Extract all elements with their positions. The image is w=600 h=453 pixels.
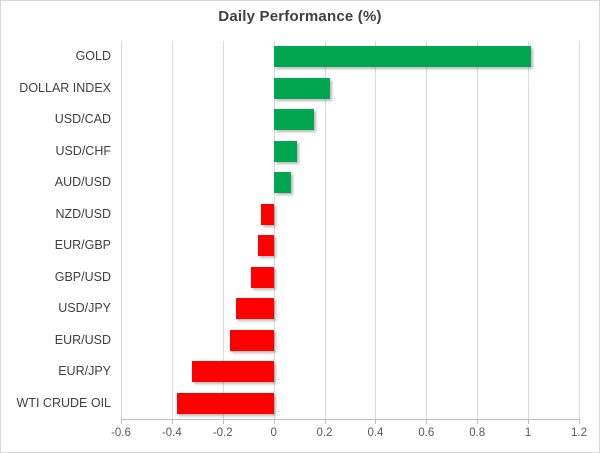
gridline	[426, 41, 428, 419]
category-label: AUD/USD	[54, 175, 111, 189]
bar-gbp-usd	[250, 266, 274, 288]
bar-usd-jpy	[235, 298, 274, 320]
category-label: GOLD	[75, 49, 111, 63]
x-tick-label: 1.2	[571, 427, 587, 439]
x-tick-label: 0.6	[418, 427, 435, 439]
bar-usd-cad	[273, 109, 315, 131]
x-tick-label: -0.6	[111, 427, 131, 439]
gridline	[324, 41, 326, 419]
chart-title: Daily Performance (%)	[218, 8, 382, 25]
x-tick-label: 1	[524, 427, 532, 439]
gridline	[273, 41, 275, 419]
bar-eur-gbp	[258, 235, 274, 257]
x-axis-tick-mark	[324, 419, 326, 424]
bar-eur-jpy	[192, 361, 274, 383]
category-label: EUR/GBP	[54, 238, 111, 252]
gridline	[375, 41, 377, 419]
bar-eur-usd	[230, 329, 274, 351]
x-axis-tick-mark	[579, 419, 580, 424]
gridline	[222, 41, 224, 419]
gridline	[171, 41, 173, 419]
bar-wti-crude-oil	[176, 392, 274, 414]
x-axis-tick-mark	[273, 419, 275, 424]
category-label: EUR/USD	[54, 332, 111, 347]
x-tick-label: -0.2	[212, 427, 233, 439]
x-axis-tick-mark	[477, 419, 479, 424]
category-label: USD/CAD	[54, 112, 111, 126]
x-axis-tick-mark	[121, 419, 122, 424]
category-label: WTI CRUDE OIL	[16, 395, 111, 410]
category-label: USD/JPY	[58, 301, 111, 315]
x-axis-tick-mark	[426, 419, 428, 424]
bar-dollar-index	[273, 77, 330, 99]
x-axis-tick-mark	[528, 419, 530, 424]
category-label: NZD/USD	[55, 206, 111, 221]
category-label: DOLLAR INDEX	[19, 80, 111, 95]
gridline	[579, 41, 580, 419]
x-axis-tick-mark	[171, 419, 173, 424]
x-axis-line	[121, 419, 580, 420]
x-tick-label: 0.2	[316, 427, 333, 439]
bar-nzd-usd	[260, 203, 274, 225]
plot-area	[121, 41, 580, 419]
x-tick-label: 0.8	[469, 427, 486, 439]
category-label: GBP/USD	[54, 269, 111, 284]
x-axis-tick-mark	[375, 419, 377, 424]
x-tick-label: 0	[270, 427, 277, 439]
bar-aud-usd	[273, 172, 292, 194]
gridline	[121, 41, 122, 419]
category-label: USD/CHF	[55, 143, 111, 158]
gridline	[477, 41, 479, 419]
bar-usd-chf	[273, 140, 297, 162]
bar-gold	[273, 46, 531, 68]
x-tick-label: 0.4	[367, 427, 384, 439]
x-axis-tick-mark	[222, 419, 224, 424]
gridline	[528, 41, 530, 419]
category-label: EUR/JPY	[58, 364, 111, 378]
x-tick-label: -0.4	[161, 427, 182, 439]
